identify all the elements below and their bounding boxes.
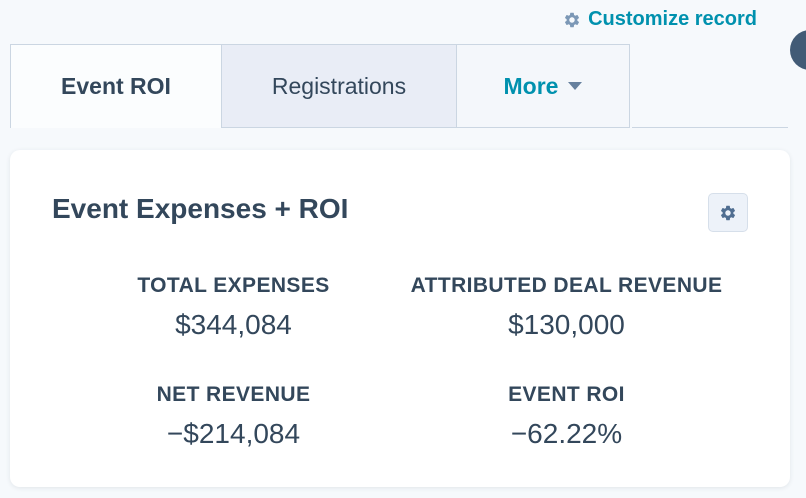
customize-record-button[interactable]: Customize record (563, 8, 757, 31)
tab-event-roi[interactable]: Event ROI (10, 44, 222, 128)
metric-label: ATTRIBUTED DEAL REVENUE (410, 274, 723, 297)
metric-attributed-deal-revenue: ATTRIBUTED DEAL REVENUE $130,000 (400, 273, 733, 342)
tab-registrations-label: Registrations (271, 72, 407, 99)
gear-icon (719, 204, 737, 222)
metric-value: $130,000 (508, 309, 625, 340)
record-tabs: Event ROI Registrations More (10, 44, 630, 128)
metrics-grid: TOTAL EXPENSES $344,084 ATTRIBUTED DEAL … (67, 273, 733, 451)
metric-event-roi: EVENT ROI −62.22% (400, 382, 733, 451)
chevron-down-icon (568, 82, 583, 90)
customize-record-label: Customize record (588, 8, 757, 30)
card-title: Event Expenses + ROI (52, 193, 349, 224)
tab-more[interactable]: More (456, 44, 630, 128)
gear-icon (563, 11, 581, 29)
metric-label: EVENT ROI (508, 383, 625, 406)
metric-label: NET REVENUE (156, 383, 311, 406)
metric-total-expenses: TOTAL EXPENSES $344,084 (67, 273, 400, 342)
card-settings-button[interactable] (708, 193, 748, 232)
avatar[interactable] (790, 30, 806, 70)
tab-more-label: More (503, 72, 559, 99)
metric-value: $344,084 (175, 309, 292, 340)
tab-event-roi-label: Event ROI (61, 73, 171, 99)
tab-registrations[interactable]: Registrations (221, 44, 457, 128)
event-expenses-roi-card: Event Expenses + ROI TOTAL EXPENSES $344… (10, 150, 790, 487)
metric-value: −62.22% (510, 418, 623, 449)
tab-strip-divider (632, 127, 788, 128)
metric-label: TOTAL EXPENSES (137, 274, 330, 297)
metric-net-revenue: NET REVENUE −$214,084 (67, 382, 400, 451)
metric-value: −$214,084 (166, 418, 301, 449)
